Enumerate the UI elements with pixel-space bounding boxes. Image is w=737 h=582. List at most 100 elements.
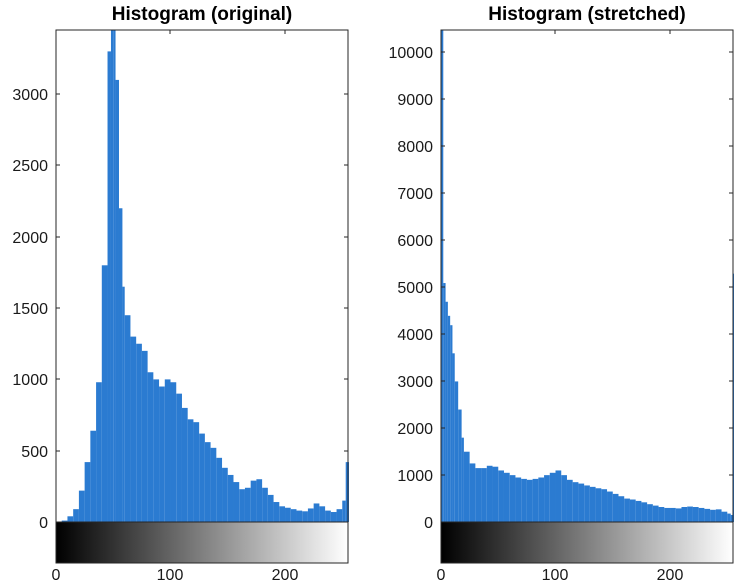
histogram-bar [90, 430, 97, 522]
x-tick-labels: 0 100 200 [437, 567, 684, 582]
histogram-bar [73, 509, 79, 522]
y-tick-label: 2500 [12, 158, 48, 175]
histogram-bar [618, 496, 625, 522]
histogram-bar [721, 511, 728, 522]
histogram-bar [210, 447, 217, 522]
y-tick-label: 6000 [397, 233, 433, 250]
histogram-bar [463, 451, 470, 522]
histogram-bar [715, 509, 722, 522]
x-tick-labels: 0 100 200 [52, 567, 299, 582]
y-tick-label: 0 [39, 515, 48, 532]
chart-title: Histogram (stretched) [488, 4, 685, 25]
histogram-bar [336, 509, 343, 522]
histogram-bar [233, 482, 240, 522]
histogram-stretched-panel: Histogram (stretched) 0 1000 2000 3000 4… [389, 4, 734, 582]
y-tick-label: 9000 [397, 92, 433, 109]
histogram-bar [515, 477, 522, 522]
histogram-bar [285, 507, 291, 522]
histogram-bar [730, 514, 733, 522]
histogram-bar [521, 478, 527, 522]
histogram-bar [544, 475, 550, 522]
y-tick-label: 5000 [397, 280, 433, 297]
histogram-bar [601, 489, 608, 522]
histogram-bar [130, 336, 137, 522]
histogram-bar [687, 506, 693, 522]
histogram-bar [584, 485, 590, 522]
histogram-bar [330, 512, 337, 522]
bars-layer [61, 30, 349, 522]
histogram-bar [572, 482, 579, 522]
histogram-bar [509, 475, 516, 522]
histogram-bar [290, 509, 297, 522]
histogram-bar [181, 407, 188, 522]
histogram-bar [78, 490, 85, 522]
y-tick-label: 1500 [12, 301, 48, 318]
y-tick-labels: 0 500 1000 1500 2000 2500 3000 [12, 87, 48, 532]
histogram-bar [486, 465, 493, 522]
histogram-bar [122, 286, 125, 522]
histogram-bar [141, 350, 148, 522]
histogram-bar [498, 470, 504, 522]
histogram-bar [110, 30, 114, 522]
histogram-bar [447, 315, 451, 522]
histogram-bar [450, 325, 453, 522]
histogram-bar [115, 79, 119, 522]
y-tick-label: 1000 [12, 372, 48, 389]
histogram-bar [458, 409, 462, 522]
histogram-bar [302, 511, 308, 522]
histogram-bar [267, 494, 274, 522]
histogram-bar [578, 483, 585, 522]
histogram-bar [492, 466, 499, 522]
y-tick-label: 2000 [397, 421, 433, 438]
histogram-bar [342, 500, 346, 522]
y-tick-label: 500 [21, 444, 48, 461]
histogram-bar [176, 393, 182, 522]
histogram-bar [296, 510, 303, 522]
histogram-bar [61, 520, 68, 522]
histogram-bar [532, 478, 539, 522]
histogram-bar [612, 493, 619, 522]
histogram-bar [325, 510, 331, 522]
y-tick-label: 10000 [389, 45, 434, 62]
histogram-bar [629, 499, 636, 522]
histogram-bar [164, 379, 171, 522]
x-tick-label: 0 [52, 567, 61, 582]
histogram-bar [239, 489, 245, 522]
axes-frame [440, 29, 734, 523]
histogram-bar [307, 508, 314, 522]
y-tick-label: 3000 [12, 87, 48, 104]
histogram-bar [313, 503, 320, 522]
histogram-bar [647, 504, 653, 522]
histogram-bar [445, 301, 448, 522]
histogram-bar [624, 498, 630, 522]
histogram-bar [136, 343, 142, 522]
grayscale-colorbar [55, 521, 349, 564]
y-tick-label: 7000 [397, 186, 433, 203]
histogram-bar [549, 472, 556, 522]
histogram-bar [595, 488, 602, 522]
histogram-bar [589, 486, 596, 522]
histogram-bar [227, 474, 234, 522]
histogram-original-panel: Histogram (original) 0 500 1000 1500 200… [12, 4, 349, 582]
histogram-bar [199, 433, 205, 522]
histogram-bar [67, 516, 74, 522]
histogram-bar [193, 422, 200, 522]
histogram-bar [641, 502, 648, 522]
histogram-bar [461, 437, 464, 522]
histogram-bar [727, 513, 731, 522]
y-tick-label: 2000 [12, 230, 48, 247]
histogram-bar [675, 508, 682, 522]
histogram-bar [345, 462, 348, 522]
histogram-bar [635, 500, 642, 522]
tick-marks [441, 30, 733, 476]
histogram-bar [710, 509, 716, 522]
histogram-bar [561, 475, 567, 522]
x-tick-label: 200 [272, 567, 299, 582]
histogram-bar [250, 480, 257, 522]
histogram-bar [101, 265, 108, 522]
histogram-bar [256, 479, 263, 522]
histogram-bar [681, 507, 688, 522]
histogram-bar [555, 470, 562, 522]
y-tick-label: 0 [424, 515, 433, 532]
